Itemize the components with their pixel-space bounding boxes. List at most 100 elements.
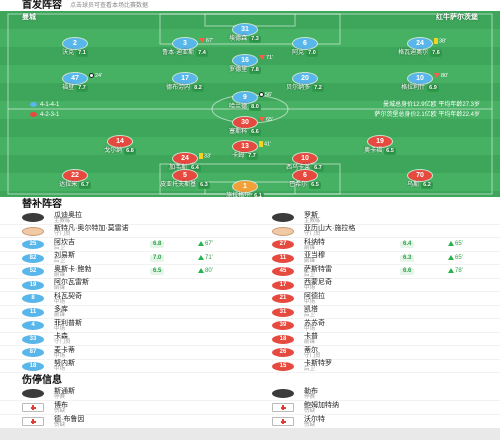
home-team-label[interactable]: 曼城 <box>22 14 36 21</box>
home-player[interactable]: 10 格拉利什 6.9 80' <box>380 73 460 92</box>
whistle-icon <box>272 213 294 222</box>
injury-row[interactable]: 沃尔特 伤缺 <box>250 415 500 429</box>
away-player[interactable]: 70 乌斯 6.2 <box>380 170 460 189</box>
player-number-badge: 52 <box>22 267 44 276</box>
sub-row[interactable]: 18 努内斯 中场 <box>0 360 250 373</box>
sub-row[interactable]: 25 阿坎吉 后卫 6.8 67' <box>0 238 250 252</box>
sub-row[interactable]: 罗斯 主教练 <box>250 211 500 225</box>
player-rating-badge: 7.8 <box>249 67 261 74</box>
sub-row[interactable]: 11 亚当穆 前锋 6.3 65' <box>250 252 500 265</box>
player-events: 33' <box>199 153 211 160</box>
home-subs-list: 瓜迪奥拉 主教练 斯特凡·奥尔特加·莫雷诺 守门员 25 阿坎吉 后卫 6.8 67' 82 刘易斯… <box>0 211 250 373</box>
home-player[interactable]: 31 埃德森 7.3 <box>205 24 285 43</box>
away-formation: 4-2-3-1 <box>30 111 59 119</box>
sub-row[interactable]: 11 多库 前锋 <box>0 306 250 319</box>
sub-row[interactable]: 21 阿德拉 中场 <box>250 292 500 306</box>
away-player[interactable]: 19 奥卡福 6.5 <box>340 136 420 155</box>
player-number: 70 <box>408 170 432 181</box>
player-number: 9 <box>233 92 257 103</box>
player-number-badge: 19 <box>22 280 44 290</box>
sub-row[interactable]: 8 科瓦契奇 中场 <box>0 292 250 306</box>
home-player[interactable]: 3 鲁本·迪亚斯 7.4 67' <box>145 38 225 57</box>
sub-in-event: 78' <box>448 268 463 275</box>
player-role: 守门员 <box>54 231 71 237</box>
player-name: 福登 <box>62 85 75 91</box>
sub-row[interactable]: 52 奥斯卡·鲍勃 前锋 6.5 80' <box>0 265 250 279</box>
away-team-label[interactable]: 红牛萨尔茨堡 <box>436 14 478 21</box>
player-events: 71' <box>259 55 273 62</box>
home-player[interactable]: 2 沃克 7.1 <box>35 38 115 57</box>
sub-row[interactable]: 82 刘易斯 后卫 7.0 71' <box>0 252 250 265</box>
sub-row[interactable]: 19 阿尔瓦雷斯 前锋 <box>0 279 250 292</box>
sub-row[interactable]: 33 卡森 守门员 <box>0 333 250 346</box>
player-name: 格拉利什 <box>401 85 426 91</box>
injury-icon <box>22 417 44 426</box>
injury-row[interactable]: 博布 伤缺 <box>0 401 250 415</box>
away-player[interactable]: 13 卡姆 7.7 41' <box>205 141 285 160</box>
player-name: 塞斯科 <box>229 129 248 135</box>
player-name-row: 格拉利什 6.9 <box>380 85 460 92</box>
player-name: 罗斯 <box>304 211 318 219</box>
player-name-row: 戈尔纳 6.8 <box>80 148 160 155</box>
injury-row[interactable]: 勒布 停赛 <box>250 387 500 401</box>
player-name: 乌斯 <box>407 182 420 188</box>
sub-row[interactable]: 亚历山大·施拉格 守门员 <box>250 225 500 238</box>
home-injuries-list: 斯通斯 停赛 博布 伤缺 德·布鲁因 伤缺 <box>0 387 250 429</box>
away-player[interactable]: 10 西乌卡莱 6.7 <box>265 153 345 172</box>
away-player[interactable]: 22 达拉米 6.7 <box>35 170 115 189</box>
player-number: 14 <box>108 136 132 147</box>
sub-row[interactable]: 27 科纳特 前锋 6.4 65' <box>250 238 500 252</box>
player-number-badge: 18 <box>22 361 44 371</box>
player-role: 中场 <box>54 298 66 305</box>
sub-row[interactable]: 斯特凡·奥尔特加·莫雷诺 守门员 <box>0 225 250 238</box>
sub-row[interactable]: 17 西蒙尼奇 中场 <box>250 279 500 292</box>
player-number: 16 <box>233 55 257 66</box>
away-player[interactable]: 1 施拉格尔 6.1 <box>205 181 285 197</box>
injuries-section-title: 伤停信息 <box>22 375 62 386</box>
sub-in-arrow-icon <box>198 241 204 246</box>
lineup-hint: 点击球员可查看本场比赛数据 <box>70 3 149 9</box>
player-role: 中场 <box>54 325 66 332</box>
player-role: 主教练 <box>54 217 71 224</box>
injury-row[interactable]: 斯通斯 停赛 <box>0 387 250 401</box>
sub-row[interactable]: 18 卡普 前锋 <box>250 333 500 346</box>
home-player[interactable]: 17 德布劳内 8.2 <box>145 73 225 92</box>
player-number: 20 <box>293 73 317 84</box>
player-events: 80' <box>434 73 448 80</box>
away-player[interactable]: 5 皮亚托夫斯基 6.3 <box>145 170 225 189</box>
player-name: 哈兰德 <box>229 104 248 110</box>
yellow-card-icon <box>199 153 203 159</box>
player-name: 阿尔瓦雷斯 <box>54 279 89 286</box>
player-rating-badge: 7.0 <box>306 50 318 57</box>
yellow-card-icon <box>259 141 263 147</box>
sub-row[interactable]: 87 麦卡蒂 中场 <box>0 346 250 360</box>
sub-row[interactable]: 26 蒂尔 守门员 <box>250 346 500 360</box>
home-player[interactable]: 9 哈兰德 8.0 56' <box>205 92 285 111</box>
player-name: 刘易斯 <box>54 252 75 259</box>
away-player[interactable]: 14 戈尔纳 6.8 <box>80 136 160 155</box>
away-player[interactable]: 24 加韦斯 6.4 33' <box>145 153 225 172</box>
injury-row[interactable]: 鲍姆加特纳 伤缺 <box>250 401 500 415</box>
sub-row[interactable]: 4 菲利普斯 中场 <box>0 319 250 333</box>
away-subs-list: 罗斯 主教练 亚历山大·施拉格 守门员 27 科纳特 前锋 6.4 65' 11 亚当穆 前锋 6.3 6… <box>250 211 500 373</box>
away-player[interactable]: 6 巴希尔 6.5 <box>265 170 345 189</box>
home-player[interactable]: 20 贝尔纳多 7.2 <box>265 73 345 92</box>
sub-row[interactable]: 31 凯塔 后卫 <box>250 306 500 319</box>
injury-row[interactable]: 德·布鲁因 伤缺 <box>0 415 250 429</box>
home-player[interactable]: 47 福登 7.7 24' <box>35 73 115 92</box>
home-shirt-icon <box>30 101 37 107</box>
player-role: 守门员 <box>304 352 321 359</box>
sub-row[interactable]: 15 卡斯特罗 后卫 <box>250 360 500 373</box>
home-player[interactable]: 24 格瓦迪奥尔 7.6 38' <box>380 38 460 57</box>
player-name: 鲁本·迪亚斯 <box>162 50 195 56</box>
sub-row[interactable]: 45 萨斯特雷 后卫 6.6 78' <box>250 265 500 279</box>
player-name-row: 西乌卡莱 6.7 <box>265 165 345 172</box>
home-formation: 4-1-4-1 <box>30 101 59 109</box>
home-player[interactable]: 6 阿克 7.0 <box>265 38 345 57</box>
player-name: 鲍姆加特纳 <box>304 401 339 409</box>
sub-row[interactable]: 39 苏苏奇 中场 <box>250 319 500 333</box>
player-number: 10 <box>408 73 432 84</box>
away-player[interactable]: 30 塞斯科 6.6 65' <box>205 117 285 136</box>
sub-row[interactable]: 瓜迪奥拉 主教练 <box>0 211 250 225</box>
home-player[interactable]: 16 罗德里 7.8 71' <box>205 55 285 74</box>
